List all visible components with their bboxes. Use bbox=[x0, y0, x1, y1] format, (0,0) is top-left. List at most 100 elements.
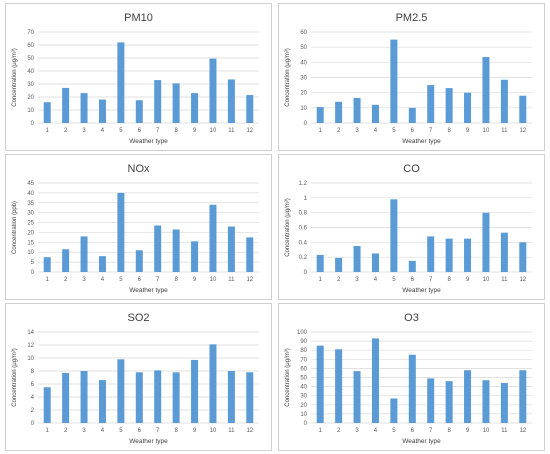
x-tick-label: 2 bbox=[337, 428, 341, 434]
y-tick-label: 20 bbox=[300, 91, 307, 97]
bar bbox=[154, 225, 162, 272]
x-tick-label: 9 bbox=[466, 128, 470, 134]
y-tick-label: 10 bbox=[27, 108, 34, 114]
x-tick-label: 7 bbox=[429, 428, 433, 434]
chart-panel-nox: NOx 0 5 10 15 20 25 30 35 40 45 1 2 3 4 5 6 7 8 9 10 11 12 Weat… bbox=[5, 154, 272, 300]
bar bbox=[172, 372, 180, 423]
x-tick-label: 5 bbox=[119, 128, 123, 134]
y-tick-label: 50 bbox=[300, 376, 307, 382]
bar bbox=[464, 370, 472, 423]
bar bbox=[427, 378, 435, 423]
y-tick-label: 0 bbox=[31, 270, 35, 276]
y-axis-label: Concentration (μg/m³) bbox=[12, 48, 18, 106]
x-tick-label: 4 bbox=[101, 277, 105, 283]
bar bbox=[172, 83, 180, 123]
chart-title: O3 bbox=[404, 312, 419, 324]
y-tick-label: 0 bbox=[304, 270, 308, 276]
bar bbox=[191, 359, 199, 423]
bar bbox=[371, 104, 379, 123]
bar bbox=[390, 39, 398, 124]
bar bbox=[209, 58, 217, 123]
bar bbox=[427, 236, 435, 272]
y-tick-label: 8 bbox=[31, 369, 35, 375]
x-tick-label: 8 bbox=[174, 128, 178, 134]
x-tick-label: 4 bbox=[374, 428, 378, 434]
bar bbox=[353, 97, 361, 123]
bar bbox=[98, 256, 106, 272]
y-tick-label: 20 bbox=[27, 230, 34, 236]
chart-title: NOx bbox=[128, 163, 151, 175]
x-tick-label: 3 bbox=[355, 428, 359, 434]
bar bbox=[135, 250, 143, 272]
y-tick-label: 100 bbox=[297, 330, 308, 336]
x-tick-label: 1 bbox=[46, 128, 50, 134]
x-tick-label: 1 bbox=[46, 277, 50, 283]
x-tick-label: 4 bbox=[101, 428, 105, 434]
x-tick-label: 6 bbox=[411, 277, 415, 283]
y-tick-label: 1 bbox=[304, 196, 308, 202]
bar bbox=[335, 101, 343, 123]
y-tick-label: 60 bbox=[300, 30, 307, 36]
bar bbox=[371, 338, 379, 423]
x-tick-label: 9 bbox=[466, 428, 470, 434]
bar bbox=[80, 93, 88, 123]
bar bbox=[445, 88, 453, 123]
x-tick-label: 8 bbox=[447, 128, 451, 134]
x-tick-label: 11 bbox=[501, 428, 508, 434]
x-axis-label: Weather type bbox=[129, 287, 168, 294]
bar bbox=[408, 107, 416, 123]
chart-title: PM10 bbox=[124, 12, 153, 24]
y-tick-label: 10 bbox=[27, 250, 34, 256]
y-tick-label: 35 bbox=[27, 201, 34, 207]
x-tick-label: 1 bbox=[319, 428, 323, 434]
bar bbox=[43, 102, 51, 123]
bar bbox=[408, 260, 416, 272]
bar bbox=[500, 79, 508, 123]
bar bbox=[80, 371, 88, 423]
x-tick-label: 5 bbox=[392, 428, 396, 434]
y-tick-label: 30 bbox=[300, 394, 307, 400]
y-tick-label: 0.2 bbox=[299, 255, 308, 261]
x-tick-label: 9 bbox=[466, 277, 470, 283]
bar bbox=[482, 380, 490, 423]
bar bbox=[117, 359, 125, 423]
y-tick-label: 50 bbox=[300, 45, 307, 51]
bar bbox=[482, 57, 490, 123]
x-tick-label: 7 bbox=[156, 428, 160, 434]
x-tick-label: 6 bbox=[411, 428, 415, 434]
x-tick-label: 2 bbox=[64, 128, 68, 134]
bar bbox=[464, 238, 472, 272]
x-tick-label: 12 bbox=[246, 277, 253, 283]
x-tick-label: 9 bbox=[193, 128, 197, 134]
bar bbox=[519, 242, 527, 272]
bar bbox=[62, 249, 70, 272]
x-tick-label: 6 bbox=[138, 277, 142, 283]
y-tick-label: 60 bbox=[300, 366, 307, 372]
y-tick-label: 1.2 bbox=[299, 181, 308, 187]
y-tick-label: 90 bbox=[300, 339, 307, 345]
y-tick-label: 0.6 bbox=[299, 226, 308, 232]
y-tick-label: 0 bbox=[304, 421, 308, 427]
bar bbox=[335, 257, 343, 272]
bar bbox=[353, 246, 361, 272]
y-tick-label: 0.4 bbox=[299, 240, 308, 246]
x-tick-label: 2 bbox=[64, 428, 68, 434]
x-tick-label: 3 bbox=[355, 128, 359, 134]
x-tick-label: 5 bbox=[392, 128, 396, 134]
x-tick-label: 11 bbox=[228, 277, 235, 283]
bar bbox=[191, 93, 199, 123]
bar bbox=[500, 232, 508, 272]
bar bbox=[172, 229, 180, 272]
y-tick-label: 0 bbox=[31, 121, 35, 127]
bar bbox=[227, 79, 235, 123]
x-tick-label: 6 bbox=[138, 428, 142, 434]
y-tick-label: 40 bbox=[27, 69, 34, 75]
y-tick-label: 0 bbox=[31, 421, 35, 427]
y-tick-label: 30 bbox=[300, 76, 307, 82]
x-tick-label: 10 bbox=[210, 128, 217, 134]
y-tick-label: 5 bbox=[31, 260, 35, 266]
bar bbox=[154, 80, 162, 123]
